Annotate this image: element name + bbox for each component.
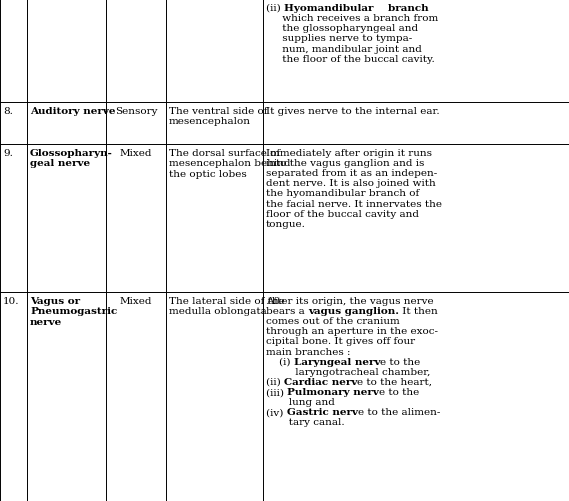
Text: floor of the buccal cavity and: floor of the buccal cavity and	[266, 209, 419, 218]
Text: 10.: 10.	[3, 297, 19, 306]
Text: Pulmonary nerv: Pulmonary nerv	[287, 387, 379, 396]
Text: Cardiac nerv: Cardiac nerv	[284, 377, 357, 386]
Text: the facial nerve. It innervates the: the facial nerve. It innervates the	[266, 199, 442, 208]
Text: Gastric nerv: Gastric nerv	[287, 407, 358, 416]
Text: (iii): (iii)	[266, 387, 287, 396]
Text: the glossopharyngeal and: the glossopharyngeal and	[266, 24, 418, 33]
Text: (iv): (iv)	[266, 407, 287, 416]
Text: cipital bone. It gives off four: cipital bone. It gives off four	[266, 337, 415, 346]
Text: vagus ganglion.: vagus ganglion.	[308, 307, 399, 316]
Text: supplies nerve to tympa-: supplies nerve to tympa-	[266, 34, 413, 43]
Text: It gives nerve to the internal ear.: It gives nerve to the internal ear.	[266, 107, 440, 116]
Text: It then: It then	[399, 307, 438, 316]
Text: Laryngeal nerv: Laryngeal nerv	[294, 357, 380, 366]
Text: Hyomandibular    branch: Hyomandibular branch	[284, 4, 428, 13]
Text: Mixed: Mixed	[119, 149, 152, 158]
Text: laryngotracheal chamber,: laryngotracheal chamber,	[266, 367, 430, 376]
Text: main branches :: main branches :	[266, 347, 351, 356]
Text: comes out of the cranium: comes out of the cranium	[266, 317, 400, 326]
Text: e to the: e to the	[379, 387, 419, 396]
Text: Auditory nerve: Auditory nerve	[30, 107, 116, 116]
Text: Mixed: Mixed	[119, 297, 152, 306]
Text: which receives a branch from: which receives a branch from	[266, 14, 438, 23]
Text: The dorsal surface of
mesencephalon behind
the optic lobes: The dorsal surface of mesencephalon behi…	[169, 149, 291, 178]
Text: e to the: e to the	[380, 357, 420, 366]
Text: the hyomandibular branch of: the hyomandibular branch of	[266, 189, 419, 198]
Text: Glossopharyn-
geal nerve: Glossopharyn- geal nerve	[30, 149, 113, 168]
Text: Vagus or
Pneumogastric
nerve: Vagus or Pneumogastric nerve	[30, 297, 117, 326]
Text: e to the alimen-: e to the alimen-	[358, 407, 440, 416]
Text: into the vagus ganglion and is: into the vagus ganglion and is	[266, 159, 424, 168]
Text: Sensory: Sensory	[115, 107, 157, 116]
Text: 8.: 8.	[3, 107, 13, 116]
Text: lung and: lung and	[266, 397, 335, 406]
Text: (i): (i)	[266, 357, 294, 366]
Text: tongue.: tongue.	[266, 219, 306, 228]
Text: The lateral side of the
medulla oblongata: The lateral side of the medulla oblongat…	[169, 297, 284, 316]
Text: (ii): (ii)	[266, 377, 284, 386]
Text: (ii): (ii)	[266, 4, 284, 13]
Text: Immediately after origin it runs: Immediately after origin it runs	[266, 149, 432, 158]
Text: tary canal.: tary canal.	[266, 418, 345, 427]
Text: The ventral side of
mesencephalon: The ventral side of mesencephalon	[169, 107, 267, 126]
Text: num, mandibular joint and: num, mandibular joint and	[266, 45, 422, 54]
Text: e to the heart,: e to the heart,	[357, 377, 432, 386]
Text: through an aperture in the exoc-: through an aperture in the exoc-	[266, 327, 438, 336]
Text: dent nerve. It is also joined with: dent nerve. It is also joined with	[266, 179, 436, 188]
Text: separated from it as an indepen-: separated from it as an indepen-	[266, 169, 437, 178]
Text: bears a: bears a	[266, 307, 308, 316]
Text: 9.: 9.	[3, 149, 13, 158]
Text: the floor of the buccal cavity.: the floor of the buccal cavity.	[266, 55, 435, 64]
Text: After its origin, the vagus nerve: After its origin, the vagus nerve	[266, 297, 434, 306]
